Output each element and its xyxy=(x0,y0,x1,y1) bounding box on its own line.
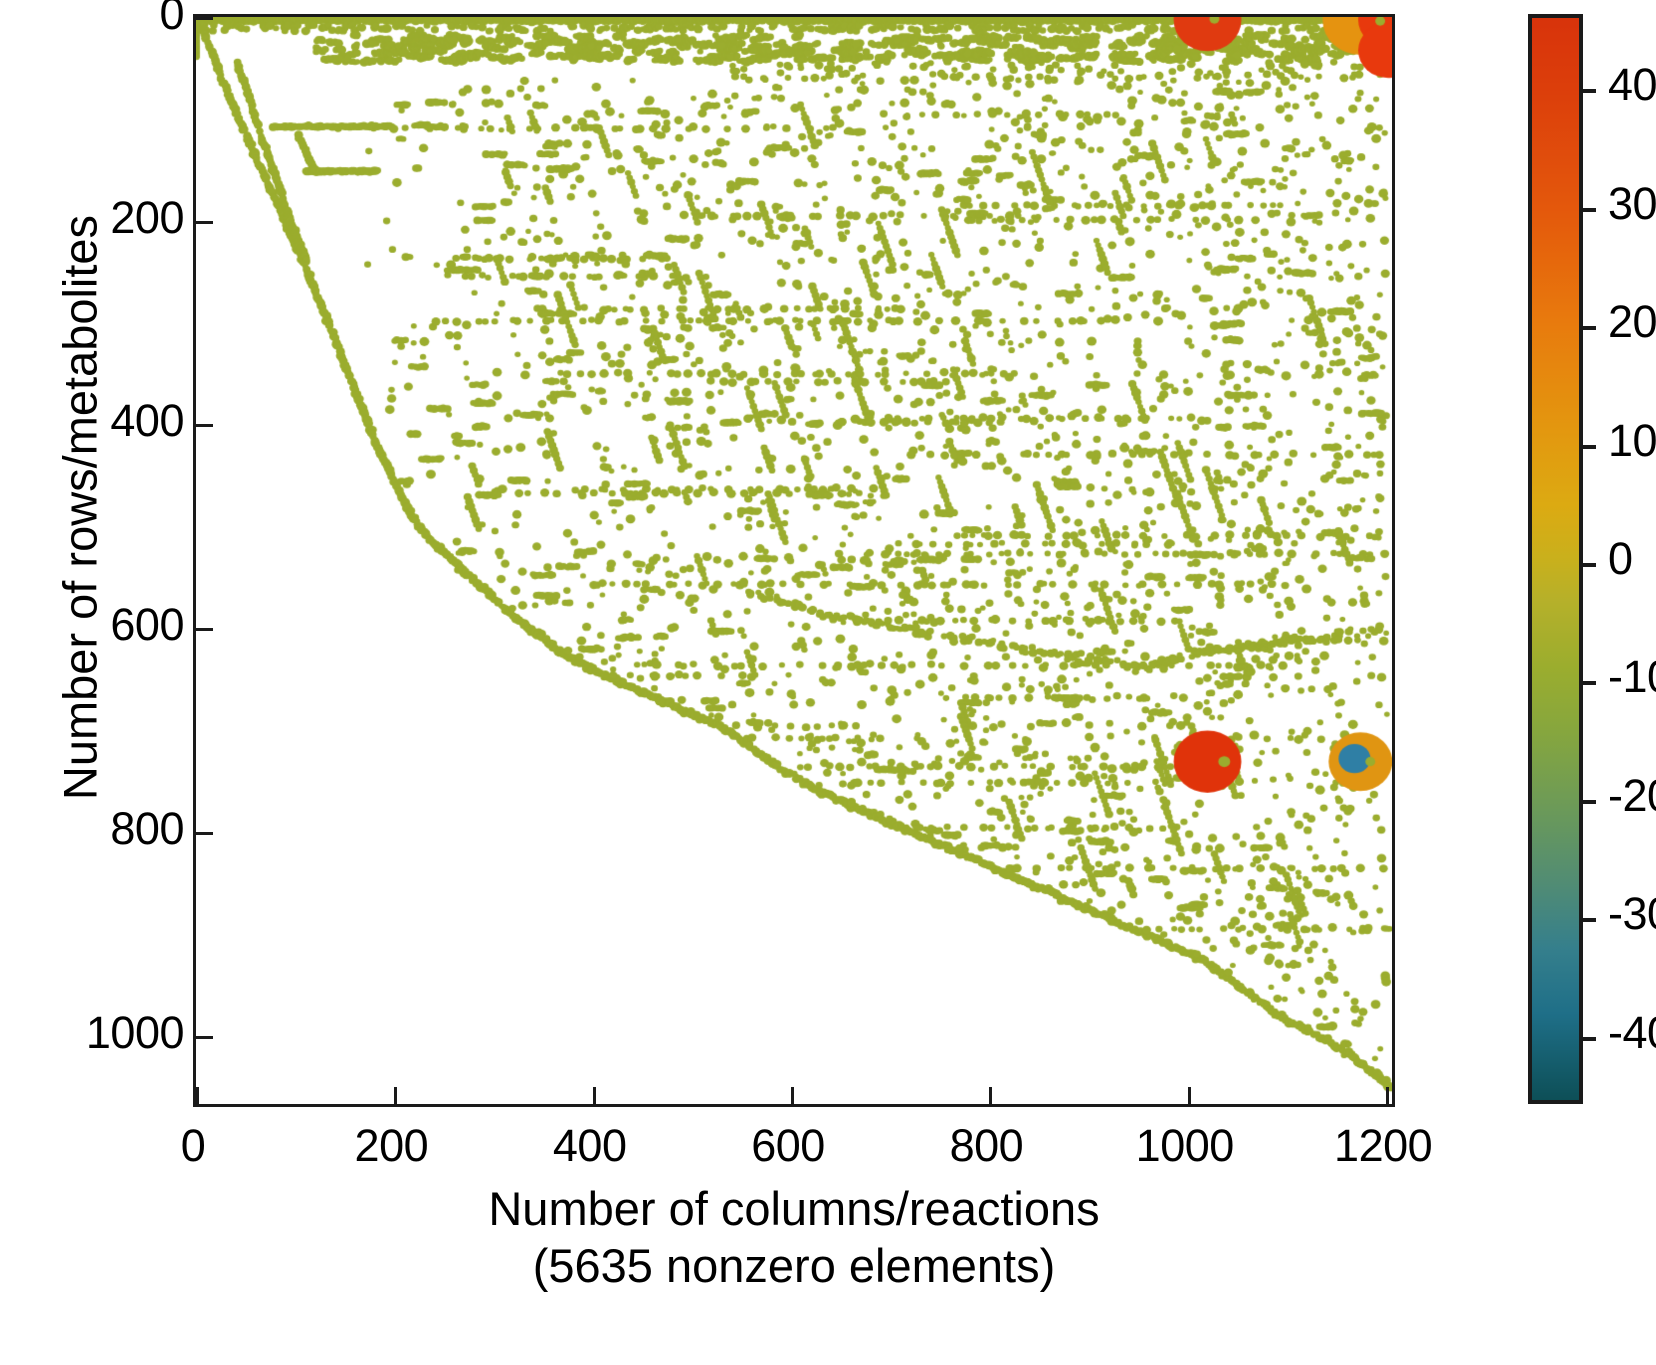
x-tick-label-800: 800 xyxy=(949,1120,1024,1171)
colorbar-tick-label-30: 30 xyxy=(1608,177,1656,229)
y-tick-200 xyxy=(196,220,213,224)
colorbar-gradient xyxy=(1532,18,1579,1100)
y-tick-600 xyxy=(196,628,213,632)
colorbar-tick-label-0: 0 xyxy=(1608,533,1633,584)
colorbar-tick--10 xyxy=(1579,681,1596,686)
x-tick-label-0: 0 xyxy=(180,1120,206,1171)
x-tick-200 xyxy=(394,1087,398,1104)
colorbar xyxy=(1528,14,1596,1104)
y-tick-label-1000: 1000 xyxy=(85,1006,185,1058)
colorbar-tick-label-10: 10 xyxy=(1608,414,1656,466)
colorbar-tick-30 xyxy=(1579,207,1596,212)
x-tick-label-1000: 1000 xyxy=(1135,1120,1235,1171)
y-tick-label-200: 200 xyxy=(110,191,184,243)
x-tick-1000 xyxy=(1187,1087,1191,1104)
colorbar-tick-40 xyxy=(1579,89,1596,94)
colorbar-tick-0 xyxy=(1579,563,1596,567)
x-tick-400 xyxy=(592,1087,596,1104)
x-axis-label: Number of columns/reactions (5635 nonzer… xyxy=(193,1180,1395,1295)
y-tick-1000 xyxy=(196,1035,213,1039)
plot-axes xyxy=(193,14,1395,1107)
y-tick-label-0: 0 xyxy=(159,0,184,39)
x-tick-600 xyxy=(791,1087,795,1104)
colorbar-tick-label--30: -30 xyxy=(1608,888,1656,940)
colorbar-tick-label--20: -20 xyxy=(1608,769,1656,821)
y-tick-label-400: 400 xyxy=(110,395,184,447)
colorbar-tick-label--10: -10 xyxy=(1608,651,1656,703)
colorbar-tick--20 xyxy=(1579,799,1596,804)
colorbar-tick--30 xyxy=(1579,918,1596,923)
y-tick-label-600: 600 xyxy=(110,599,184,651)
x-tick-label-1200: 1200 xyxy=(1334,1120,1433,1171)
x-tick-label-200: 200 xyxy=(354,1120,429,1171)
colorbar-tick-label-20: 20 xyxy=(1608,296,1656,348)
colorbar-tick-label-40: 40 xyxy=(1608,59,1656,111)
colorbar-tick-label--40: -40 xyxy=(1608,1006,1656,1058)
colorbar-tick--40 xyxy=(1579,1036,1596,1041)
colorbar-tick-10 xyxy=(1579,444,1596,449)
x-tick-1200 xyxy=(1386,1087,1390,1104)
colorbar-tick-20 xyxy=(1579,326,1596,331)
y-tick-label-800: 800 xyxy=(110,802,184,854)
y-axis-label: Number of rows/metabolites xyxy=(53,214,107,801)
y-tick-0 xyxy=(196,17,213,20)
y-tick-800 xyxy=(196,831,213,835)
x-tick-0 xyxy=(196,1087,199,1104)
x-axis-label-line2: (5635 nonzero elements) xyxy=(532,1239,1056,1293)
x-tick-label-600: 600 xyxy=(751,1120,825,1171)
y-tick-400 xyxy=(196,424,213,428)
x-tick-label-400: 400 xyxy=(552,1120,627,1171)
x-axis-label-line1: Number of columns/reactions xyxy=(488,1182,1100,1235)
sparsity-scatter-plot xyxy=(196,17,1392,1104)
x-tick-800 xyxy=(989,1087,993,1104)
